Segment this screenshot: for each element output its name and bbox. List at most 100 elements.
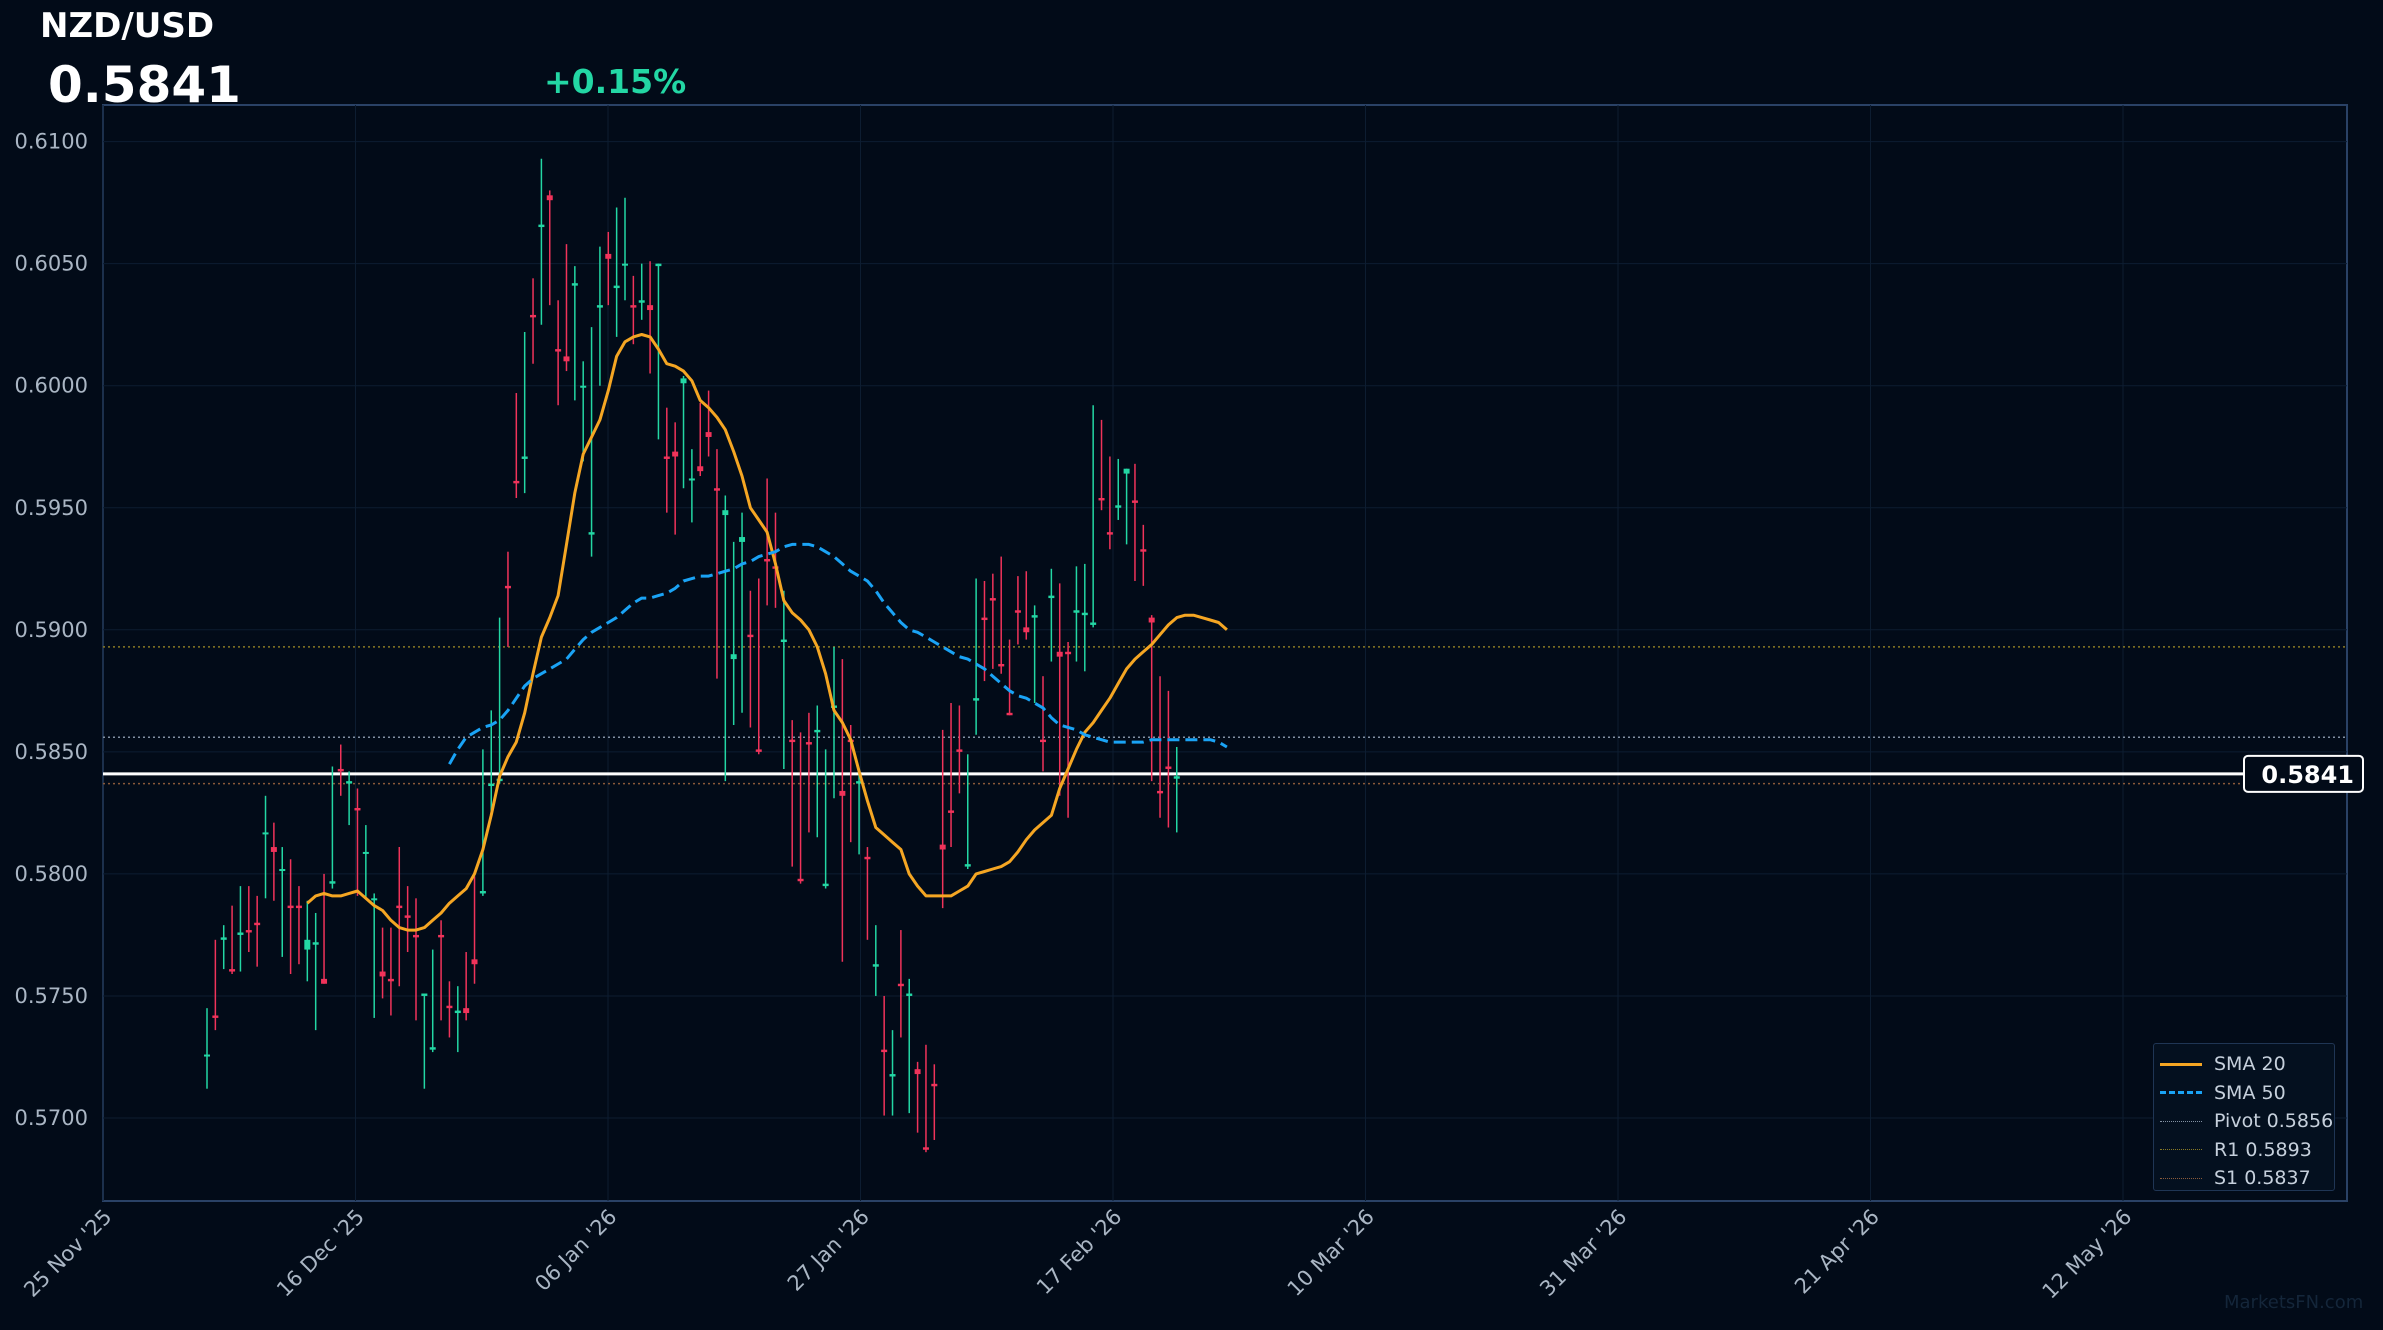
candle [1173,746,1180,833]
candle-body [755,749,762,752]
legend-label: R1 0.5893 [2214,1138,2312,1161]
candle-body [555,349,562,352]
candle-body [1023,627,1030,633]
candle-body [1173,776,1180,779]
plot-frame [102,104,2348,1202]
candle [906,978,913,1114]
candle-body [438,934,445,938]
legend-label: SMA 50 [2214,1081,2286,1104]
candle [237,886,244,972]
candle-body [622,263,628,266]
candle [220,925,227,970]
candle-body [1040,739,1046,743]
candle [262,795,269,899]
sma20-line [306,333,1228,932]
candle-body [722,510,729,516]
candle-body [739,537,746,542]
candle-body [404,915,411,918]
candle [881,995,888,1116]
candle [822,749,829,889]
candle-body [730,654,737,660]
candle [697,402,704,477]
legend-item: S1 0.5837 [2154,1164,2334,1193]
candle [513,393,520,498]
candle-body [321,978,328,984]
candle-body [387,978,394,982]
x-tick-label: 21 Apr '26 [1790,1205,1884,1299]
x-tick-label: 06 Jan '26 [530,1205,621,1296]
candle [1056,583,1063,796]
y-tick-label: 0.6050 [15,252,88,276]
candle [1014,576,1021,645]
y-tick-label: 0.6100 [15,130,88,154]
candle [1081,563,1088,672]
candle [471,876,478,984]
candle [413,898,419,1021]
candle-body [362,851,369,854]
candle-body [1115,505,1122,508]
candle [396,847,403,987]
candle [212,939,219,1031]
candle [312,912,319,1031]
candle-body [270,847,277,852]
candle [204,1008,210,1089]
candle-body [337,768,344,772]
candle [1073,566,1080,662]
candle-body [647,305,654,311]
candle [546,190,553,306]
candle [438,920,445,1021]
candle [371,893,378,1018]
candle-body [354,808,361,811]
candle-body [1031,615,1038,618]
candle-body [446,1005,453,1009]
x-tick-label: 10 Mar '26 [1283,1205,1379,1301]
candle [973,578,980,735]
candle-body [530,314,537,318]
candle [939,729,946,909]
pair-title: NZD/USD [40,6,215,46]
candle-body [279,869,286,872]
candle-body [697,466,704,472]
candle [563,244,570,372]
candle-body [822,883,829,887]
candle [504,551,511,647]
candle-body [680,378,687,384]
candle-body [1073,610,1080,613]
candle-body [312,942,319,945]
candle [998,556,1005,674]
candle [346,771,353,826]
legend-label: SMA 20 [2214,1053,2286,1076]
x-tick-label: 17 Feb '26 [1032,1205,1127,1300]
price-change: +0.15% [544,62,687,101]
candle-body [638,300,645,303]
legend-swatch [2160,1062,2202,1066]
candle [981,580,988,682]
candle-body [254,922,261,926]
candle [663,407,670,513]
candle-body [580,385,587,388]
candle-body [956,749,963,752]
candle [446,981,453,1038]
candle-body [973,698,980,701]
x-tick-label: 31 Mar '26 [1535,1205,1631,1301]
candle [630,275,637,345]
candle [739,512,746,713]
candle-body [413,934,419,938]
candle [730,541,737,726]
candle-body [421,993,428,996]
candle-body [396,905,403,909]
candle-body [856,781,863,784]
candle-body [906,993,913,996]
x-tick-label: 12 May '26 [2038,1205,2137,1304]
candle-body [814,729,821,733]
y-axis-ticks: 0.6100 0.6050 0.6000 0.5950 0.5900 0.5850 0.58… [15,130,88,1130]
candle-body [488,783,495,787]
last-price-label: 0.5841 [2261,761,2354,789]
candle-body [479,890,486,894]
candle-body [713,488,720,491]
legend-swatch [2160,1120,2202,1122]
candle-body [688,478,695,481]
candle-body [329,881,336,884]
legend-label: Pivot 0.5856 [2214,1110,2334,1133]
candle [889,1030,896,1116]
